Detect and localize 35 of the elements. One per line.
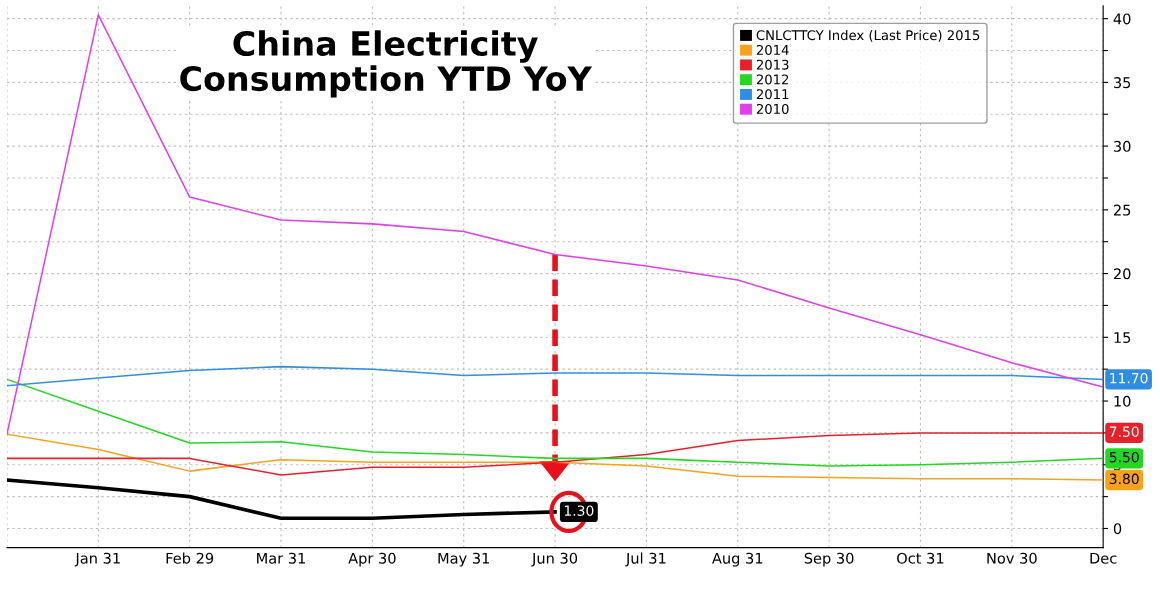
data-label: 1.30 bbox=[564, 505, 594, 516]
y-tick-label: 30 bbox=[1113, 140, 1131, 152]
legend-label: 2014 bbox=[756, 44, 789, 55]
y-tick-label: 10 bbox=[1114, 395, 1131, 407]
x-tick-label: Nov 30 bbox=[987, 552, 1037, 564]
text: China Electricity Consumption YTD YoY bbox=[180, 30, 593, 98]
legend-label: 2013 bbox=[756, 59, 789, 70]
x-tick-label: Apr 30 bbox=[348, 552, 396, 567]
y-tick-label: 35 bbox=[1113, 77, 1131, 89]
legend-label: CNLCTTCY Index (Last Price) 2015 bbox=[756, 29, 980, 42]
y-tick-label: 40 bbox=[1113, 13, 1131, 25]
legend-label: 2011 bbox=[756, 89, 789, 100]
x-tick-label: May 31 bbox=[438, 552, 490, 567]
x-tick-label: Oct 31 bbox=[897, 552, 944, 564]
x-tick-label: Jan 31 bbox=[74, 552, 120, 567]
line-series bbox=[6, 365, 1104, 387]
x-tick-label: Dec bbox=[1090, 552, 1117, 564]
legend-label: 2010 bbox=[756, 103, 789, 114]
x-tick-label: Feb 29 bbox=[166, 552, 214, 564]
line-series bbox=[6, 478, 557, 521]
x-tick-label: Mar 31 bbox=[257, 552, 306, 564]
x-tick-label: Jun 30 bbox=[531, 552, 578, 567]
y-tick-label: 0 bbox=[1113, 523, 1122, 535]
x-tick-label: Jul 31 bbox=[625, 552, 666, 567]
data-label: 11.70 bbox=[1110, 372, 1148, 384]
line-series bbox=[6, 14, 1104, 435]
x-tick-label: Aug 31 bbox=[712, 552, 763, 567]
data-label: 7.50 bbox=[1109, 426, 1139, 437]
x-tick-label: Sep 30 bbox=[804, 552, 854, 567]
y-tick-label: 15 bbox=[1114, 332, 1131, 344]
data-label: 3.80 bbox=[1109, 473, 1139, 485]
data-label: 5.50 bbox=[1109, 451, 1139, 463]
y-tick-label: 20 bbox=[1113, 268, 1131, 280]
legend-label: 2012 bbox=[756, 74, 789, 85]
y-tick-label: 25 bbox=[1113, 204, 1131, 216]
